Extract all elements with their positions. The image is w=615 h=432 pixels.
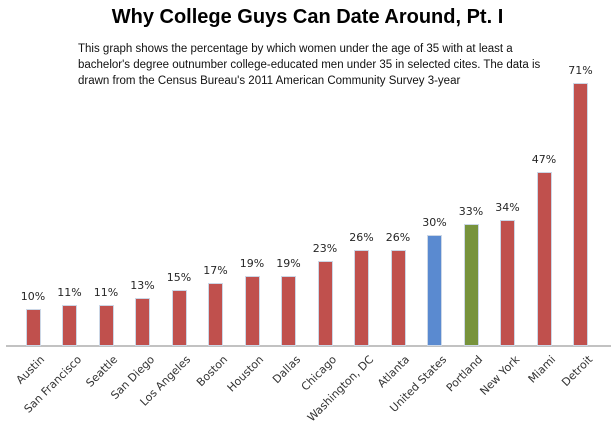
bar-atlanta [390, 250, 406, 346]
bar-chicago [317, 261, 333, 346]
bar-austin [25, 309, 41, 346]
bar-value-label: 71% [568, 64, 593, 77]
bar-portland [463, 224, 479, 346]
bar-los-angeles [171, 290, 187, 346]
bar-seattle [98, 305, 114, 346]
bar-value-label: 33% [458, 205, 484, 218]
bar-value-label: 17% [203, 264, 228, 277]
bar-value-label: 23% [312, 242, 338, 255]
bar-boston [208, 283, 223, 346]
x-axis-line [6, 345, 611, 347]
bar-washington-dc [354, 250, 369, 346]
bar-value-label: 30% [422, 216, 447, 229]
bar-san-francisco [62, 305, 77, 346]
chart-subtitle: This graph shows the percentage by which… [78, 43, 541, 87]
bar-value-label: 47% [531, 153, 557, 166]
bar-value-label: 26% [385, 231, 411, 244]
bar-value-label: 11% [57, 286, 82, 299]
bar-value-label: 26% [349, 231, 374, 244]
bar-dallas [281, 276, 296, 346]
bar-united-states [427, 235, 442, 346]
bar-value-label: 19% [276, 257, 301, 270]
bar-san-diego [135, 298, 150, 346]
bar-detroit [573, 83, 588, 346]
bar-value-label: 15% [166, 271, 192, 284]
bar-value-label: 13% [130, 279, 155, 292]
bar-value-label: 11% [93, 286, 119, 299]
bar-houston [244, 276, 260, 346]
chart-title: Why College Guys Can Date Around, Pt. I [111, 6, 504, 28]
bar-value-label: 10% [20, 290, 46, 303]
bar-value-label: 34% [495, 201, 520, 214]
bar-new-york [500, 220, 515, 346]
bar-value-label: 19% [239, 257, 265, 270]
bar-miami [536, 172, 552, 346]
